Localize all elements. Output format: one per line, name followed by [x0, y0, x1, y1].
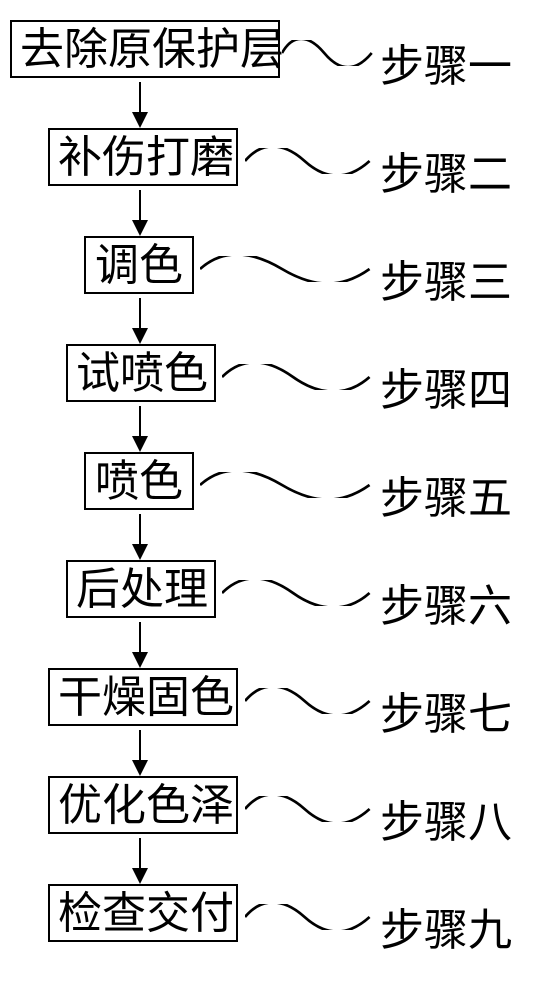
arrow-4-5: [139, 406, 141, 436]
step-7-label: 步骤七: [380, 678, 512, 742]
arrow-5-6: [139, 514, 141, 544]
squiggle-4: [222, 364, 375, 390]
step-2-text: 补伤打磨: [58, 133, 234, 182]
arrow-3-4: [139, 298, 141, 328]
arrow-1-2: [139, 82, 141, 112]
arrow-head-8-9: [132, 868, 148, 884]
step-4-box: 试喷色: [66, 344, 216, 402]
flowchart-canvas: 去除原保护层 步骤一 补伤打磨 步骤二 调色 步骤三 试喷色 步骤四 喷色: [0, 0, 557, 1000]
squiggle-1: [282, 40, 377, 66]
step-5-text: 喷色: [95, 457, 183, 506]
squiggle-2: [245, 148, 375, 174]
step-4-text: 试喷色: [76, 349, 208, 398]
step-5-label: 步骤五: [380, 462, 512, 526]
step-6-box: 后处理: [66, 560, 216, 618]
arrow-head-3-4: [132, 328, 148, 344]
arrow-head-6-7: [132, 652, 148, 668]
step-7-text: 干燥固色: [58, 673, 234, 722]
arrow-head-1-2: [132, 112, 148, 128]
squiggle-9: [245, 904, 375, 930]
step-7-box: 干燥固色: [48, 668, 238, 726]
step-8-box: 优化色泽: [48, 776, 238, 834]
arrow-head-7-8: [132, 760, 148, 776]
step-9-label: 步骤九: [380, 894, 512, 958]
step-6-label: 步骤六: [380, 570, 512, 634]
step-2-box: 补伤打磨: [48, 128, 238, 186]
squiggle-7: [245, 688, 375, 714]
step-1-box: 去除原保护层: [10, 20, 280, 78]
arrow-head-4-5: [132, 436, 148, 452]
arrow-6-7: [139, 622, 141, 652]
arrow-head-2-3: [132, 220, 148, 236]
squiggle-8: [245, 796, 375, 822]
arrow-head-5-6: [132, 544, 148, 560]
arrow-7-8: [139, 730, 141, 760]
step-9-box: 检查交付: [48, 884, 238, 942]
step-9-text: 检查交付: [58, 889, 234, 938]
step-6-text: 后处理: [76, 565, 208, 614]
squiggle-3: [200, 256, 375, 282]
step-5-box: 喷色: [84, 452, 194, 510]
step-3-label: 步骤三: [380, 246, 512, 310]
squiggle-6: [222, 580, 375, 606]
step-8-label: 步骤八: [380, 786, 512, 850]
step-1-label: 步骤一: [380, 30, 512, 94]
arrow-2-3: [139, 190, 141, 220]
squiggle-5: [200, 472, 375, 498]
arrow-8-9: [139, 838, 141, 868]
step-4-label: 步骤四: [380, 354, 512, 418]
step-8-text: 优化色泽: [58, 781, 234, 830]
step-3-box: 调色: [84, 236, 194, 294]
step-3-text: 调色: [95, 241, 183, 290]
step-2-label: 步骤二: [380, 138, 512, 202]
step-1-text: 去除原保护层: [20, 25, 284, 74]
